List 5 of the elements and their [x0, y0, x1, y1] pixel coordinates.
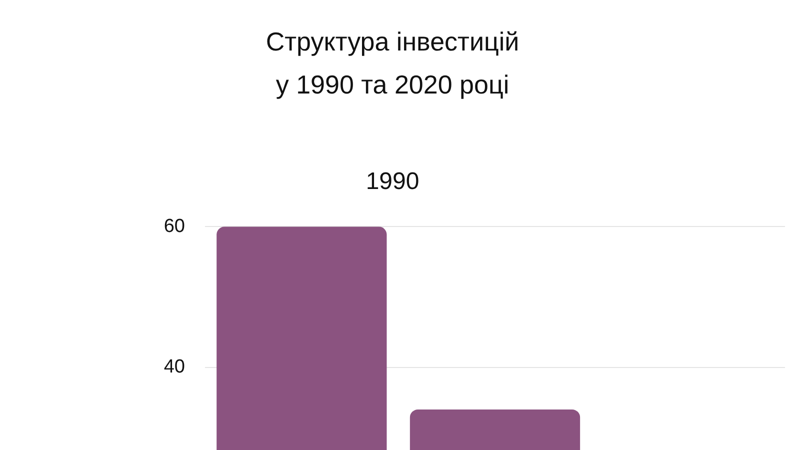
text: у 1990 та 2020 році — [276, 70, 510, 100]
y-tick-label: 40 — [164, 356, 185, 378]
text: Структура інвестицій — [266, 26, 520, 57]
y-tick-label: 60 — [164, 216, 185, 237]
chart-subtitle: 1990 — [366, 168, 420, 195]
